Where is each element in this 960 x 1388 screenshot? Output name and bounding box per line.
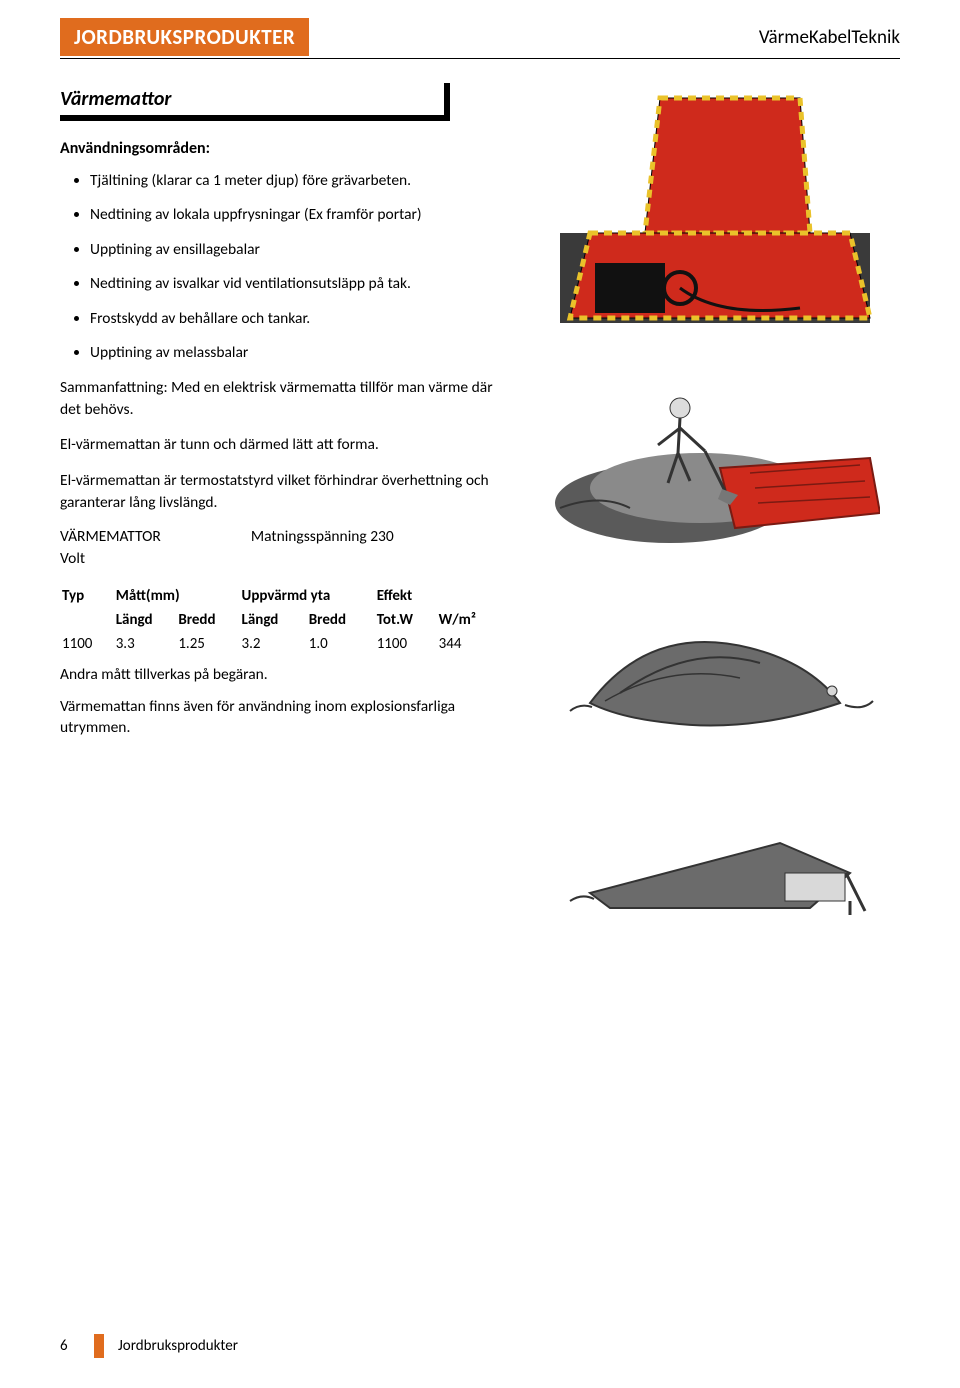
subcol: Bredd <box>176 608 239 632</box>
spec-label: VÄRMEMATTOR <box>60 527 161 546</box>
spec-value: Matningsspänning 230 <box>251 527 394 546</box>
list-item: Upptining av ensillagebalar <box>90 239 500 261</box>
illustration-ground-thaw <box>550 373 880 553</box>
subcol: Längd <box>114 608 177 632</box>
subcol: W/m² <box>437 608 500 632</box>
spec-unit: Volt <box>60 548 500 570</box>
spec-line: VÄRMEMATTOR Matningsspänning 230 <box>60 527 500 546</box>
list-item: Upptining av melassbalar <box>90 342 500 364</box>
footer-accent-bar <box>94 1334 104 1358</box>
footnote: Andra mått tillverkas på begäran. <box>60 664 500 686</box>
cell: 1100 <box>60 632 114 656</box>
page-footer: 6 Jordbruksprodukter <box>60 1334 900 1358</box>
usage-heading: Användningsområden: <box>60 139 500 158</box>
cell: 344 <box>437 632 500 656</box>
col-effekt: Effekt <box>375 584 500 608</box>
page-number: 6 <box>60 1337 80 1355</box>
subcol: Bredd <box>307 608 375 632</box>
summary-para: Sammanfattning: Med en elektrisk värmema… <box>60 377 500 420</box>
illustration-heating-mat <box>550 83 880 333</box>
list-item: Nedtining av isvalkar vid ventilationsut… <box>90 273 500 295</box>
footer-text: Jordbruksprodukter <box>118 1337 238 1355</box>
brand-name: VärmeKabelTeknik <box>759 26 900 49</box>
subcol <box>60 608 114 632</box>
section-title: Värmemattor <box>60 83 450 121</box>
list-item: Tjältining (klarar ca 1 meter djup) före… <box>90 170 500 192</box>
illustration-propped-mat <box>550 783 880 923</box>
body-para: El-värmemattan är termostatstyrd vilket … <box>60 470 500 513</box>
cell: 3.3 <box>114 632 177 656</box>
category-badge: JORDBRUKSPRODUKTER <box>60 18 309 56</box>
spec-table: Typ Mått(mm) Uppvärmd yta Effekt Längd B… <box>60 584 500 656</box>
subcol: Längd <box>240 608 307 632</box>
subcol: Tot.W <box>375 608 437 632</box>
usage-list: Tjältining (klarar ca 1 meter djup) före… <box>60 170 500 365</box>
list-item: Nedtining av lokala uppfrysningar (Ex fr… <box>90 204 500 226</box>
illustration-folded-mat <box>550 593 880 743</box>
list-item: Frostskydd av behållare och tankar. <box>90 308 500 330</box>
cell: 3.2 <box>240 632 307 656</box>
body-para: El-värmemattan är tunn och därmed lätt a… <box>60 434 500 456</box>
cell: 1100 <box>375 632 437 656</box>
cell: 1.0 <box>307 632 375 656</box>
cell: 1.25 <box>176 632 239 656</box>
table-row: 1100 3.3 1.25 3.2 1.0 1100 344 <box>60 632 500 656</box>
col-matt: Mått(mm) <box>114 584 240 608</box>
col-uppvarmd: Uppvärmd yta <box>240 584 375 608</box>
col-typ: Typ <box>60 584 114 608</box>
footnote: Värmemattan finns även för användning in… <box>60 696 500 739</box>
